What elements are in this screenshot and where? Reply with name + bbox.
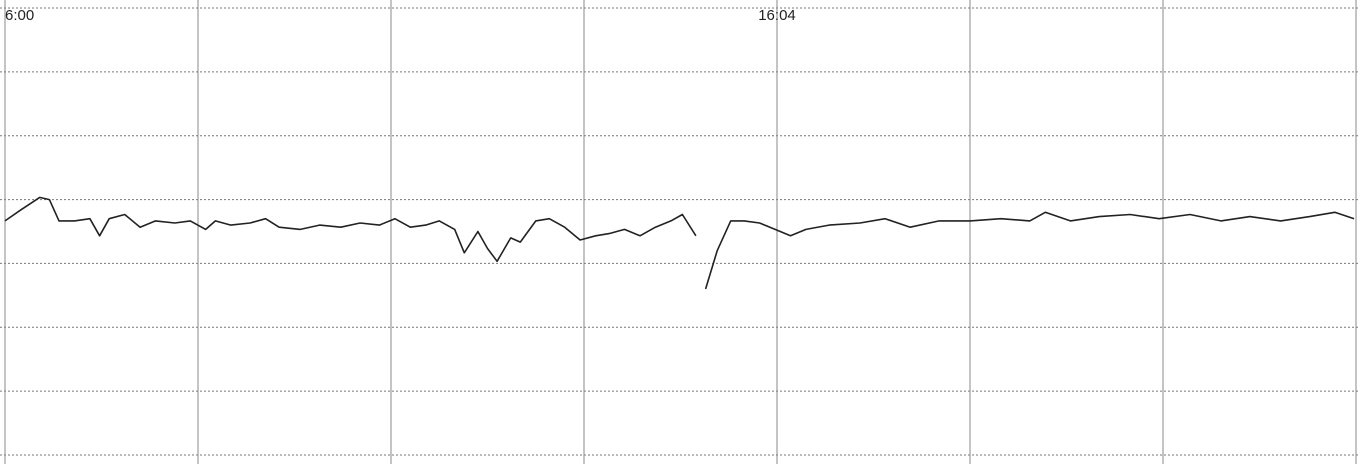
x-tick-label: 16:04	[758, 7, 796, 24]
x-tick-label: 6:00	[5, 7, 34, 24]
fhr-trace	[4, 196, 1355, 290]
